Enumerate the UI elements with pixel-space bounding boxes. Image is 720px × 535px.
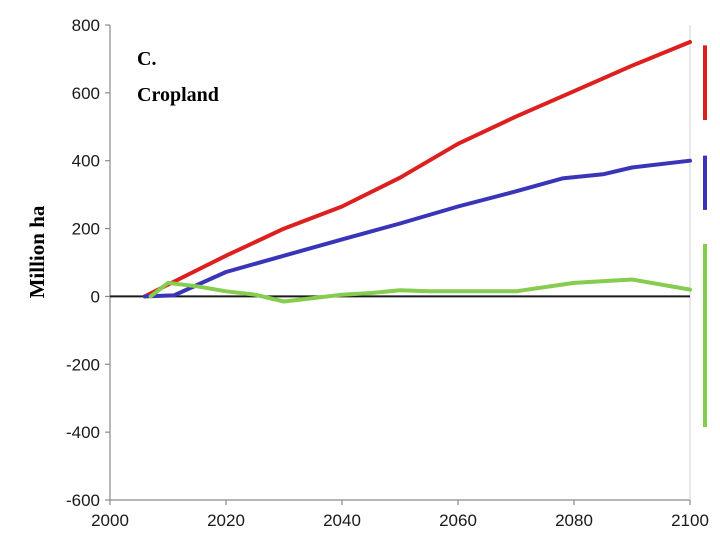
x-tick-label: 2060 [439, 511, 477, 530]
y-tick-label: 400 [72, 152, 100, 171]
y-tick-label: 200 [72, 220, 100, 239]
y-tick-label: 0 [91, 287, 100, 306]
y-tick-label: -200 [66, 355, 100, 374]
series-lines [142, 40, 692, 304]
series-line-3 [148, 277, 692, 304]
y-tick-label: -600 [66, 491, 100, 510]
tick-labels: -600 -400 -200 0 200 400 600 800 2000 2020 2040 206… [66, 16, 709, 530]
y-tick-label: -400 [66, 423, 100, 442]
x-tick-label: 2080 [555, 511, 593, 530]
y-axis-label: Million ha [25, 205, 49, 298]
x-tick-label: 2000 [91, 511, 129, 530]
series-line-1 [142, 40, 692, 299]
panel-title-letter: C. [137, 48, 156, 70]
axes [105, 24, 691, 505]
y-tick-label: 800 [72, 16, 100, 35]
x-tick-label: 2100 [671, 511, 709, 530]
x-tick-label: 2020 [207, 511, 245, 530]
x-tick-label: 2040 [323, 511, 361, 530]
panel-title-name: Cropland [137, 84, 219, 106]
series-line-2 [142, 158, 692, 299]
y-tick-label: 600 [72, 84, 100, 103]
